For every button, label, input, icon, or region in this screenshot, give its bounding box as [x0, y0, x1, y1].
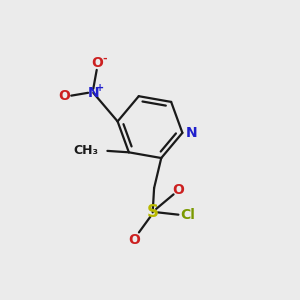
- Text: +: +: [95, 82, 104, 93]
- Text: Cl: Cl: [180, 208, 195, 222]
- Text: -: -: [102, 53, 107, 64]
- Text: O: O: [172, 182, 184, 197]
- Text: O: O: [59, 88, 70, 103]
- Text: CH₃: CH₃: [74, 144, 99, 158]
- Text: N: N: [186, 126, 197, 140]
- Text: O: O: [91, 56, 103, 70]
- Text: N: N: [88, 86, 99, 100]
- Text: S: S: [147, 203, 159, 221]
- Text: O: O: [128, 233, 140, 247]
